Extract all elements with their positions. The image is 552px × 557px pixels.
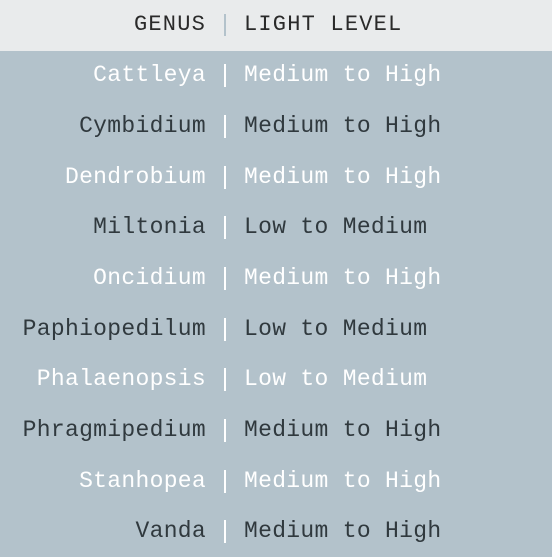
cell-genus: Cattleya [0, 64, 226, 87]
table-row: DendrobiumMedium to High [0, 152, 552, 203]
cell-light-level: Medium to High [226, 267, 552, 290]
orchid-light-table: GENUS LIGHT LEVEL CattleyaMedium to High… [0, 0, 552, 557]
cell-genus: Dendrobium [0, 166, 226, 189]
cell-genus: Miltonia [0, 216, 226, 239]
table-header-row: GENUS LIGHT LEVEL [0, 0, 552, 51]
table-row: PhragmipediumMedium to High [0, 405, 552, 456]
cell-light-level: Low to Medium [226, 368, 552, 391]
table-row: PaphiopedilumLow to Medium [0, 304, 552, 355]
cell-light-level: Medium to High [226, 520, 552, 543]
cell-light-level: Medium to High [226, 470, 552, 493]
cell-genus: Phalaenopsis [0, 368, 226, 391]
column-header-light: LIGHT LEVEL [226, 14, 552, 36]
table-row: OncidiumMedium to High [0, 253, 552, 304]
table-row: CattleyaMedium to High [0, 51, 552, 102]
cell-genus: Stanhopea [0, 470, 226, 493]
cell-light-level: Medium to High [226, 419, 552, 442]
cell-light-level: Medium to High [226, 166, 552, 189]
cell-light-level: Medium to High [226, 64, 552, 87]
cell-genus: Paphiopedilum [0, 318, 226, 341]
table-row: PhalaenopsisLow to Medium [0, 354, 552, 405]
cell-light-level: Medium to High [226, 115, 552, 138]
cell-light-level: Low to Medium [226, 318, 552, 341]
cell-light-level: Low to Medium [226, 216, 552, 239]
cell-genus: Phragmipedium [0, 419, 226, 442]
table-row: VandaMedium to High [0, 506, 552, 557]
table-row: StanhopeaMedium to High [0, 456, 552, 507]
table-row: CymbidiumMedium to High [0, 101, 552, 152]
table-row: MiltoniaLow to Medium [0, 203, 552, 254]
cell-genus: Oncidium [0, 267, 226, 290]
cell-genus: Cymbidium [0, 115, 226, 138]
cell-genus: Vanda [0, 520, 226, 543]
column-header-genus: GENUS [0, 14, 226, 36]
